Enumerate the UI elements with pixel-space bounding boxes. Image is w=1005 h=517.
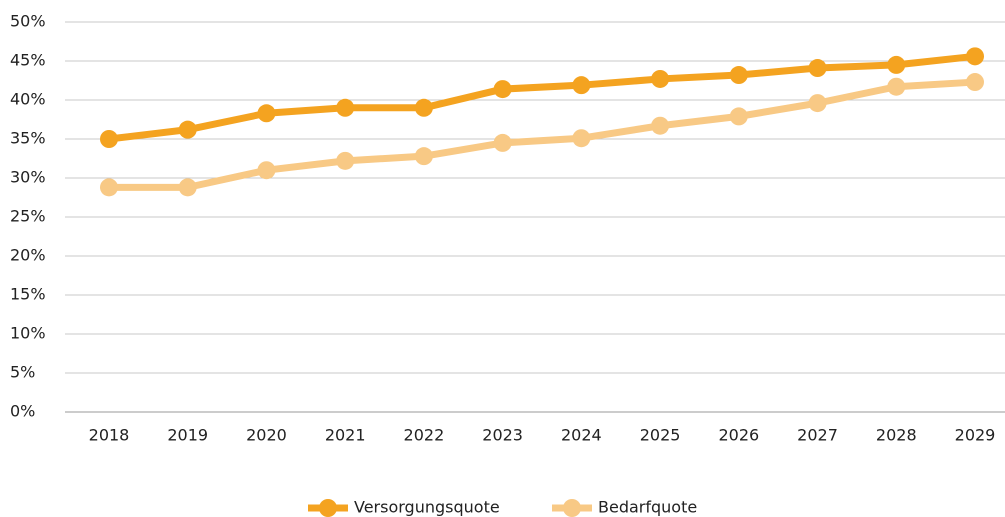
y-tick-label: 40% (10, 90, 46, 109)
data-point (414, 147, 433, 166)
data-point (808, 59, 827, 78)
y-tick-label: 30% (10, 168, 46, 187)
legend-label: Versorgungsquote (354, 498, 500, 517)
y-tick-label: 0% (10, 402, 35, 421)
data-point (257, 104, 276, 123)
y-tick-label: 5% (10, 363, 35, 382)
legend-marker (319, 499, 337, 517)
data-point (336, 98, 355, 117)
data-point (414, 98, 433, 117)
series-line (109, 78, 976, 191)
data-point (572, 76, 591, 95)
data-point (887, 77, 906, 96)
x-tick-label: 2026 (718, 426, 759, 445)
data-point (178, 120, 197, 139)
data-point (966, 47, 984, 66)
data-point (887, 55, 906, 74)
data-point (336, 151, 355, 170)
x-tick-label: 2019 (167, 426, 208, 445)
y-tick-label: 10% (10, 324, 46, 343)
data-point (651, 69, 670, 88)
x-tick-label: 2020 (246, 426, 287, 445)
data-point (966, 73, 984, 92)
y-tick-label: 45% (10, 51, 46, 70)
y-tick-label: 35% (10, 129, 46, 148)
data-point (100, 178, 118, 197)
legend-marker (563, 499, 581, 517)
data-point (100, 130, 118, 148)
y-tick-label: 25% (10, 207, 46, 226)
x-tick-label: 2029 (955, 426, 996, 445)
data-point (808, 94, 827, 113)
data-point (651, 116, 670, 135)
data-point (178, 178, 197, 197)
data-point (493, 80, 512, 99)
data-point (729, 107, 748, 126)
x-tick-label: 2027 (797, 426, 838, 445)
data-point (257, 161, 276, 180)
x-tick-label: 2028 (876, 426, 917, 445)
y-tick-label: 20% (10, 246, 46, 265)
x-tick-label: 2024 (561, 426, 602, 445)
x-tick-label: 2022 (404, 426, 445, 445)
data-point (729, 66, 748, 85)
x-tick-label: 2025 (640, 426, 681, 445)
y-tick-label: 50% (10, 12, 46, 31)
x-tick-label: 2018 (89, 426, 130, 445)
data-point (493, 133, 512, 152)
x-tick-label: 2023 (482, 426, 523, 445)
data-point (572, 129, 591, 148)
x-tick-label: 2021 (325, 426, 366, 445)
series-line (108, 52, 976, 143)
legend-label: Bedarfquote (598, 498, 697, 517)
y-tick-label: 15% (10, 285, 46, 304)
